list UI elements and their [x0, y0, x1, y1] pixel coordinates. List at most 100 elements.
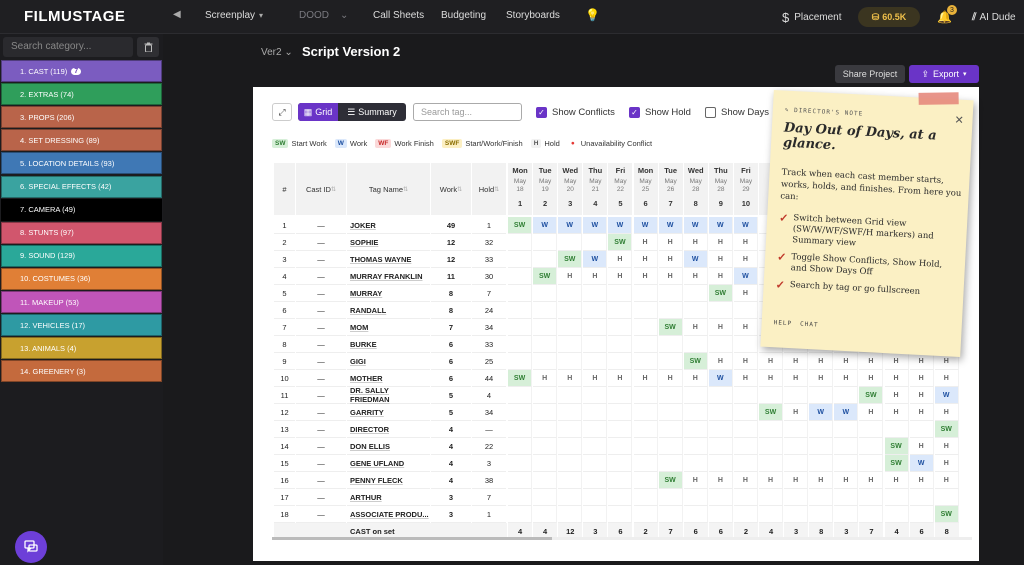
day-cell[interactable]: H — [934, 370, 959, 387]
day-cell[interactable] — [533, 251, 558, 268]
day-cell[interactable] — [508, 472, 533, 489]
day-cell[interactable]: W — [708, 217, 733, 234]
day-cell[interactable] — [759, 438, 784, 455]
scrollbar-thumb[interactable] — [272, 537, 552, 540]
day-cell[interactable] — [608, 353, 633, 370]
day-cell[interactable] — [633, 302, 658, 319]
sidebar-category-item[interactable]: 13. ANIMALS (4) — [1, 337, 162, 360]
day-cell[interactable]: H — [909, 387, 934, 404]
nav-screenplay[interactable]: Screenplay ▾ — [205, 10, 263, 21]
day-cell[interactable]: H — [934, 438, 959, 455]
day-cell[interactable]: SW — [658, 319, 683, 336]
coin-balance[interactable]: ⛁ 60.5K — [858, 7, 920, 27]
day-cell[interactable] — [608, 455, 633, 472]
sort-icon[interactable]: ⇅ — [403, 186, 409, 193]
day-cell[interactable] — [633, 472, 658, 489]
day-cell[interactable]: H — [909, 472, 934, 489]
day-cell[interactable]: W — [733, 268, 758, 285]
day-cell[interactable] — [533, 455, 558, 472]
day-cell[interactable] — [558, 234, 583, 251]
day-cell[interactable]: H — [934, 472, 959, 489]
day-cell[interactable] — [859, 455, 884, 472]
day-cell[interactable]: H — [683, 268, 708, 285]
day-cell[interactable] — [809, 421, 834, 438]
day-cell[interactable] — [533, 472, 558, 489]
day-cell[interactable] — [508, 404, 533, 421]
day-cell[interactable]: H — [683, 319, 708, 336]
day-cell[interactable] — [508, 251, 533, 268]
day-cell[interactable] — [708, 506, 733, 523]
column-header-work[interactable]: Work ⇅ — [431, 163, 471, 215]
fullscreen-icon[interactable]: ⤢ — [272, 103, 292, 121]
day-cell[interactable]: W — [809, 404, 834, 421]
day-cell[interactable]: H — [759, 472, 784, 489]
day-cell[interactable] — [934, 489, 959, 506]
day-cell[interactable] — [533, 336, 558, 353]
sidebar-category-item[interactable]: 12. VEHICLES (17) — [1, 314, 162, 337]
day-cell[interactable]: H — [909, 370, 934, 387]
day-cell[interactable] — [759, 455, 784, 472]
day-cell[interactable] — [583, 421, 608, 438]
day-cell[interactable] — [733, 506, 758, 523]
cast-tag-name[interactable]: JOKER — [347, 217, 430, 234]
day-cell[interactable]: H — [658, 370, 683, 387]
day-cell[interactable] — [884, 489, 909, 506]
day-cell[interactable] — [508, 336, 533, 353]
day-cell[interactable] — [658, 302, 683, 319]
day-cell[interactable] — [533, 489, 558, 506]
column-header-tag[interactable]: Tag Name ⇅ — [347, 163, 430, 215]
day-cell[interactable] — [809, 387, 834, 404]
cast-tag-name[interactable]: MURRAY FRANKLIN — [347, 268, 430, 285]
day-cell[interactable] — [784, 489, 809, 506]
cast-tag-name[interactable]: MOM — [347, 319, 430, 336]
day-cell[interactable] — [533, 387, 558, 404]
day-cell[interactable] — [733, 455, 758, 472]
day-cell[interactable]: SW — [859, 387, 884, 404]
day-cell[interactable] — [608, 336, 633, 353]
day-cell[interactable] — [809, 489, 834, 506]
day-cell[interactable] — [658, 404, 683, 421]
nav-dood[interactable]: DOOD — [299, 10, 329, 21]
day-cell[interactable]: H — [834, 370, 859, 387]
sidebar-category-item[interactable]: 9. SOUND (129) — [1, 244, 162, 267]
nav-budgeting[interactable]: Budgeting — [441, 10, 487, 21]
day-cell[interactable] — [733, 438, 758, 455]
day-cell[interactable] — [683, 506, 708, 523]
day-cell[interactable]: H — [809, 472, 834, 489]
day-cell[interactable] — [809, 455, 834, 472]
trash-icon[interactable] — [137, 37, 159, 57]
day-cell[interactable] — [558, 302, 583, 319]
day-cell[interactable] — [708, 438, 733, 455]
day-cell[interactable] — [784, 438, 809, 455]
day-cell[interactable]: H — [583, 268, 608, 285]
day-cell[interactable] — [683, 438, 708, 455]
day-cell[interactable] — [658, 353, 683, 370]
day-cell[interactable] — [759, 506, 784, 523]
sidebar-category-item[interactable]: 5. LOCATION DETAILS (93) — [1, 152, 162, 175]
day-cell[interactable] — [683, 302, 708, 319]
day-cell[interactable] — [834, 506, 859, 523]
show-hold-checkbox[interactable]: ✓ Show Hold — [629, 103, 691, 121]
day-cell[interactable] — [508, 438, 533, 455]
day-cell[interactable]: H — [708, 268, 733, 285]
day-cell[interactable] — [558, 489, 583, 506]
day-cell[interactable]: SW — [508, 370, 533, 387]
day-cell[interactable] — [583, 489, 608, 506]
day-cell[interactable]: SW — [934, 506, 959, 523]
help-link[interactable]: HELP — [773, 319, 793, 328]
sidebar-category-item[interactable]: 3. PROPS (206) — [1, 106, 162, 129]
day-cell[interactable] — [733, 387, 758, 404]
day-cell[interactable] — [909, 421, 934, 438]
day-cell[interactable]: H — [708, 251, 733, 268]
day-cell[interactable] — [683, 404, 708, 421]
day-cell[interactable] — [633, 404, 658, 421]
day-cell[interactable] — [708, 421, 733, 438]
day-cell[interactable] — [859, 489, 884, 506]
day-cell[interactable] — [583, 438, 608, 455]
day-cell[interactable] — [658, 489, 683, 506]
cast-tag-name[interactable]: GENE UFLAND — [347, 455, 430, 472]
day-cell[interactable] — [633, 285, 658, 302]
day-cell[interactable]: H — [633, 251, 658, 268]
tag-search-input[interactable]: Search tag... — [413, 103, 522, 121]
day-cell[interactable] — [784, 387, 809, 404]
